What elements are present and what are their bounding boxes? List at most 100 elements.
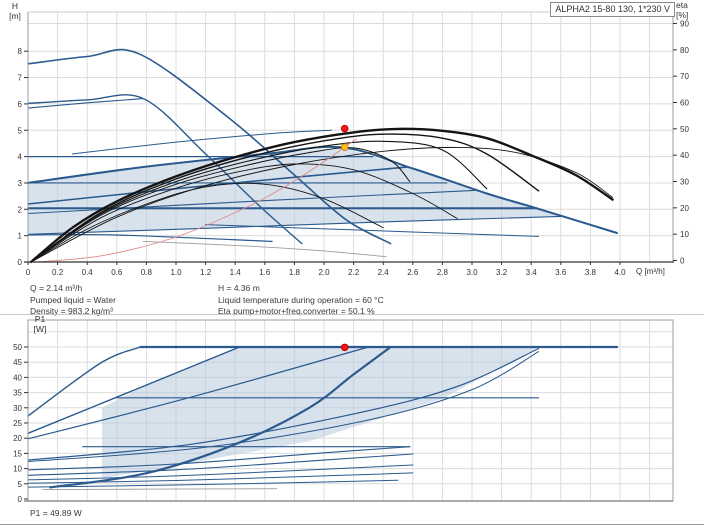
q-tick-label: 1.8 bbox=[289, 268, 301, 277]
q-tick-label: 2.8 bbox=[437, 268, 449, 277]
eta-tick-label: 90 bbox=[680, 20, 689, 29]
eta-tick-label: 70 bbox=[680, 72, 689, 81]
pp2-curve bbox=[27, 189, 477, 215]
eta-duty-dot bbox=[340, 124, 349, 133]
q-tick-label: 0.2 bbox=[52, 268, 64, 277]
pp1-curve bbox=[27, 215, 562, 235]
info-eta-total: Eta pump+motor+freq.converter = 50.1 % bbox=[218, 306, 375, 316]
eta-curve-5 bbox=[30, 163, 458, 263]
q-tick-label: 3.8 bbox=[585, 268, 597, 277]
info-liquid-temp: Liquid temperature during operation = 60… bbox=[218, 294, 384, 305]
q-tick-label: 2.0 bbox=[318, 268, 330, 277]
eta-curve-2 bbox=[30, 133, 540, 263]
h-tick-label: 7 bbox=[18, 74, 23, 83]
q-axis-label: Q [m³/h] bbox=[636, 267, 665, 276]
p1-tick-label: 45 bbox=[13, 358, 22, 367]
p1-k bbox=[27, 479, 399, 488]
operating-range-area bbox=[28, 147, 617, 235]
h-tick-label: 3 bbox=[18, 179, 23, 188]
p1-c bbox=[27, 346, 369, 440]
q-tick-label: 3.6 bbox=[555, 268, 567, 277]
max-curve bbox=[27, 48, 392, 245]
p1-axis-label: P1 [W] bbox=[29, 314, 51, 334]
p1-i bbox=[27, 464, 414, 481]
p1-e bbox=[27, 347, 540, 461]
eta-curve-7 bbox=[30, 146, 614, 263]
h-axis-symbol: H bbox=[11, 1, 19, 11]
h-tick-label: 0 bbox=[18, 258, 23, 267]
eta-tick-label: 0 bbox=[680, 257, 685, 266]
q-tick-label: 2.6 bbox=[407, 268, 419, 277]
q-tick-label: 2.4 bbox=[378, 268, 390, 277]
info-h: H = 4.36 m bbox=[218, 283, 260, 293]
q-tick-label: 3.2 bbox=[496, 268, 508, 277]
eta-tick-label: 50 bbox=[680, 125, 689, 134]
p1-e2 bbox=[27, 351, 540, 463]
q-tick-label: 3.4 bbox=[526, 268, 538, 277]
p1-tick-label: 0 bbox=[18, 495, 23, 504]
separator-line-middle bbox=[0, 314, 704, 315]
q-tick-label: 0.4 bbox=[82, 268, 94, 277]
p1-h bbox=[27, 453, 414, 476]
eta-tick-label: 20 bbox=[680, 204, 689, 213]
p1-tick-label: 5 bbox=[18, 480, 23, 489]
p1-axis-unit: [W] bbox=[33, 323, 47, 334]
eta-axis-unit: [%] bbox=[676, 9, 689, 20]
p1-axis-symbol: P1 bbox=[34, 314, 46, 324]
eta-curve-3 bbox=[30, 140, 488, 263]
p1-j bbox=[27, 472, 414, 484]
p1-bold bbox=[49, 345, 392, 489]
eta-axis-symbol: eta bbox=[676, 0, 688, 10]
q-tick-label: 0.8 bbox=[141, 268, 153, 277]
p1-duty-dot bbox=[340, 343, 349, 352]
p1-tick-label: 25 bbox=[13, 419, 22, 428]
pump-title-box: ALPHA2 15-80 130, 1*230 V bbox=[550, 2, 675, 17]
eta-curve-4 bbox=[30, 147, 411, 263]
q-tick-label: 1.0 bbox=[170, 268, 182, 277]
info-density: Density = 983.2 kg/m³ bbox=[30, 306, 113, 316]
eta-tail-gray bbox=[142, 240, 387, 258]
p1-b bbox=[27, 346, 241, 434]
eta-tick-label: 30 bbox=[680, 178, 689, 187]
q-tick-label: 1.6 bbox=[259, 268, 271, 277]
p1-min-gray bbox=[42, 488, 278, 491]
p1-tick-label: 50 bbox=[13, 343, 22, 352]
q-tick-label: 0 bbox=[26, 268, 31, 277]
q-tick-label: 1.4 bbox=[230, 268, 242, 277]
h-tick-label: 6 bbox=[18, 100, 23, 109]
h-axis-unit: [m] bbox=[9, 10, 21, 21]
q-tick-label: 1.2 bbox=[200, 268, 212, 277]
q-tick-label: 4.0 bbox=[614, 268, 626, 277]
h-tick-label: 5 bbox=[18, 126, 23, 135]
eta-tick-label: 60 bbox=[680, 99, 689, 108]
power-range-area bbox=[102, 347, 539, 479]
p1-tick-label: 10 bbox=[13, 465, 22, 474]
q-tick-label: 2.2 bbox=[348, 268, 360, 277]
p1-tick-label: 40 bbox=[13, 373, 22, 382]
eta-curve-main bbox=[29, 127, 614, 264]
h-tick-label: 1 bbox=[18, 232, 23, 241]
p1-tick-label: 30 bbox=[13, 404, 22, 413]
eta-axis-label: eta [%] bbox=[676, 0, 702, 20]
q-tick-label: 0.6 bbox=[111, 268, 123, 277]
info-pumped-liquid: Pumped liquid = Water bbox=[30, 294, 116, 305]
low-aux-curve bbox=[205, 224, 540, 237]
p1-tick-label: 35 bbox=[13, 389, 22, 398]
envelope-curve bbox=[27, 145, 618, 234]
q-tick-label: 3.0 bbox=[466, 268, 478, 277]
min-curve bbox=[27, 233, 273, 242]
info-q: Q = 2.14 m³/h bbox=[30, 283, 83, 293]
eta-curve-6 bbox=[30, 182, 384, 263]
p1-tick-label: 20 bbox=[13, 434, 22, 443]
speed2b-curve bbox=[27, 98, 144, 109]
upper-aux-curve bbox=[71, 129, 332, 155]
pp3-curve bbox=[27, 166, 408, 205]
speed2-curve bbox=[27, 94, 303, 245]
separator-line-bottom bbox=[0, 524, 704, 525]
h-tick-label: 8 bbox=[18, 47, 23, 56]
p1-tick-label: 15 bbox=[13, 449, 22, 458]
duty-dot bbox=[340, 143, 349, 151]
p1-duty-value: P1 = 49.89 W bbox=[30, 508, 82, 518]
